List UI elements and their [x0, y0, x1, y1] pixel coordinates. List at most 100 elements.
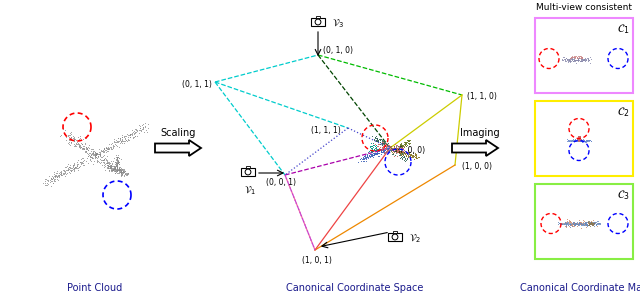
Point: [111, 168, 122, 173]
Point: [364, 153, 374, 158]
Point: [574, 135, 584, 140]
Point: [44, 178, 54, 183]
Point: [365, 150, 376, 155]
Point: [359, 156, 369, 161]
Point: [381, 145, 392, 150]
Point: [558, 58, 568, 63]
Point: [358, 155, 368, 159]
Point: [374, 139, 385, 144]
Point: [135, 126, 145, 131]
Point: [581, 221, 591, 226]
Point: [358, 155, 368, 160]
Point: [579, 137, 589, 142]
Point: [110, 167, 120, 172]
Point: [83, 147, 93, 152]
Point: [95, 152, 105, 156]
Point: [75, 135, 85, 140]
Point: [125, 134, 135, 139]
Point: [385, 145, 395, 150]
Point: [394, 149, 404, 154]
Point: [593, 221, 604, 226]
Point: [45, 175, 56, 180]
Point: [387, 147, 397, 152]
Point: [109, 165, 120, 170]
Point: [84, 143, 94, 148]
Point: [112, 162, 122, 167]
Point: [40, 180, 51, 185]
Point: [117, 135, 127, 140]
Point: [112, 166, 122, 171]
Circle shape: [246, 170, 250, 174]
Point: [115, 167, 125, 171]
Point: [120, 172, 131, 177]
Point: [117, 138, 127, 143]
Point: [103, 166, 113, 171]
Point: [573, 137, 584, 142]
Point: [577, 54, 587, 59]
Point: [374, 150, 384, 155]
Point: [45, 180, 55, 185]
Point: [395, 144, 405, 149]
Point: [389, 145, 399, 149]
Point: [381, 141, 392, 146]
Point: [106, 163, 116, 168]
Point: [379, 147, 389, 152]
Point: [574, 218, 584, 222]
Point: [581, 220, 591, 225]
Point: [111, 138, 122, 143]
Point: [49, 174, 60, 179]
Point: [81, 155, 92, 160]
Point: [575, 138, 586, 143]
Point: [374, 142, 385, 147]
Point: [577, 223, 587, 228]
Point: [404, 139, 414, 144]
Point: [105, 165, 115, 170]
Point: [396, 142, 406, 147]
Point: [572, 135, 582, 139]
Point: [372, 152, 382, 157]
Point: [397, 151, 407, 156]
Point: [104, 168, 114, 172]
Point: [388, 145, 399, 150]
Point: [392, 149, 402, 154]
Point: [99, 149, 109, 154]
Point: [56, 170, 67, 175]
Point: [102, 146, 112, 151]
Point: [111, 160, 122, 165]
Point: [92, 158, 102, 163]
Point: [561, 59, 572, 64]
Point: [396, 150, 406, 155]
Point: [98, 148, 108, 153]
Point: [574, 55, 584, 59]
Point: [372, 144, 382, 148]
Point: [92, 154, 102, 159]
Point: [91, 153, 101, 158]
Point: [576, 139, 586, 144]
Point: [579, 219, 589, 224]
Point: [106, 164, 116, 169]
Point: [104, 159, 114, 164]
Point: [108, 168, 118, 173]
Point: [85, 153, 95, 158]
Point: [573, 53, 584, 58]
Point: [107, 167, 117, 172]
Point: [401, 144, 411, 148]
Point: [582, 222, 592, 227]
Point: [561, 56, 571, 61]
Point: [86, 148, 96, 153]
Point: [129, 130, 140, 135]
Point: [140, 120, 150, 125]
Point: [361, 155, 371, 160]
Point: [371, 152, 381, 156]
Point: [374, 146, 384, 151]
Point: [102, 163, 113, 168]
Point: [562, 220, 572, 225]
Point: [368, 143, 378, 148]
Point: [572, 221, 582, 226]
Point: [74, 144, 84, 148]
Point: [386, 147, 396, 152]
Point: [574, 137, 584, 142]
Point: [370, 151, 380, 156]
Point: [112, 155, 122, 159]
Point: [366, 145, 376, 150]
